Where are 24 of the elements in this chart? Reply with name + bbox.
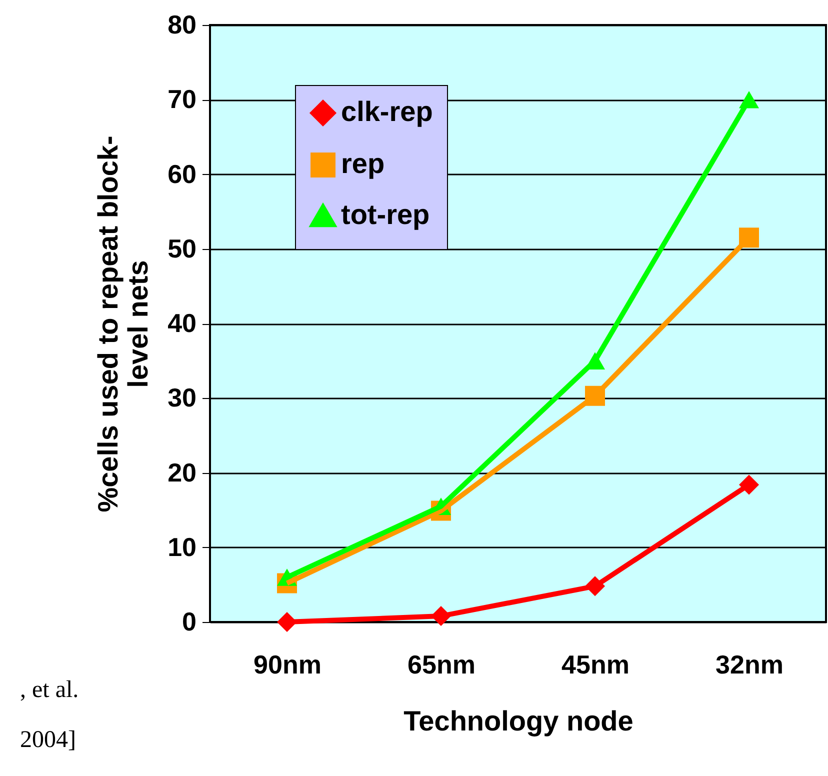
- x-axis-title: Technology node: [404, 706, 634, 736]
- text: 2004]: [20, 727, 76, 753]
- x-tick-label: 45nm: [562, 650, 630, 680]
- y-tick-label: 30: [168, 382, 196, 413]
- y-tick-label: 0: [182, 606, 196, 636]
- point: [431, 606, 451, 626]
- point: [739, 474, 759, 495]
- text: , et al.: [20, 677, 79, 703]
- point: [585, 576, 605, 596]
- point: [277, 612, 297, 632]
- y-tick-label: 40: [168, 308, 196, 338]
- y-tick-label: 60: [168, 158, 196, 189]
- legend-label: clk-rep: [341, 96, 433, 127]
- y-tick-label: 80: [168, 10, 196, 40]
- x-tick-label: 90nm: [254, 650, 322, 680]
- x-tick-label: 65nm: [408, 650, 476, 680]
- y-tick-label: 10: [168, 532, 196, 562]
- y-axis-title: %cells used to repeat block- level nets: [92, 136, 154, 512]
- x-tick-label: 32nm: [716, 650, 784, 680]
- y-tick-label: 50: [168, 233, 196, 264]
- legend-label: tot-rep: [341, 199, 430, 230]
- y-tick-label: 70: [168, 84, 196, 114]
- y-tick-label: 20: [168, 457, 196, 488]
- legend-label: rep: [341, 148, 385, 179]
